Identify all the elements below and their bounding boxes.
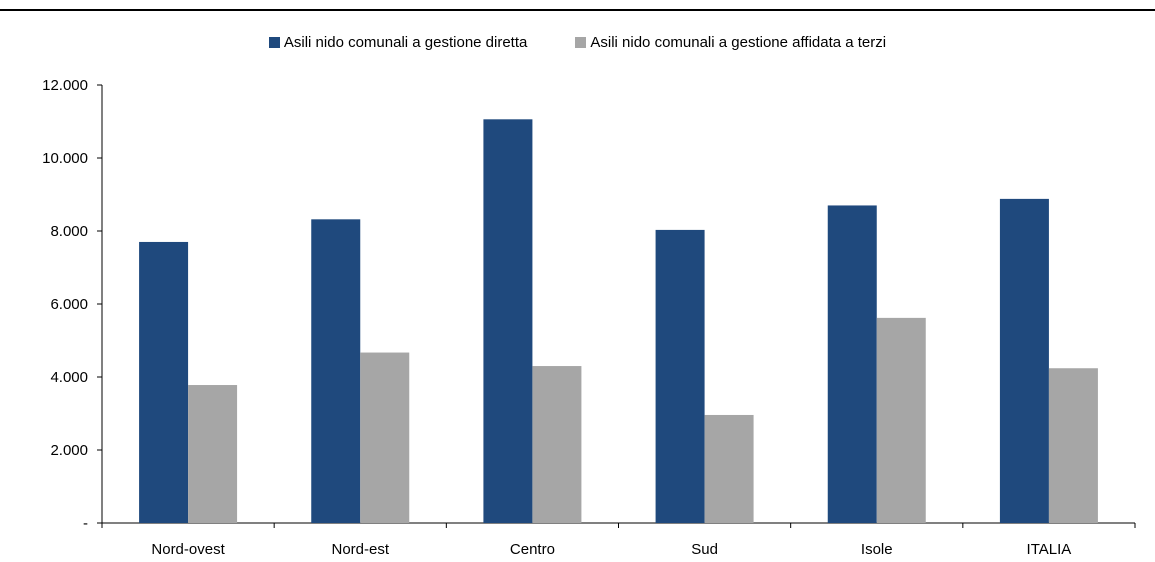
legend-label-series-2: Asili nido comunali a gestione affidata … xyxy=(590,34,887,51)
y-tick-label: 12.000 xyxy=(42,77,88,94)
chart-legend: Asili nido comunali a gestione diretta A… xyxy=(0,34,1155,51)
legend-item-series-2: Asili nido comunali a gestione affidata … xyxy=(575,34,886,51)
x-tick-label: Centro xyxy=(510,541,555,558)
legend-swatch-series-1 xyxy=(268,37,280,48)
bar-1-nord-est xyxy=(311,219,361,523)
y-tick-label: 2.000 xyxy=(50,442,88,459)
legend-label-series-1: Asili nido comunali a gestione diretta xyxy=(283,34,528,51)
top-rule xyxy=(0,9,1155,11)
bar-1-centro xyxy=(483,119,533,523)
y-tick-label: 4.000 xyxy=(50,369,88,386)
x-tick-label: Sud xyxy=(691,541,718,558)
bar-1-nord-ovest xyxy=(139,241,189,523)
bar-2-sud xyxy=(704,414,754,523)
bar-2-nord-ovest xyxy=(188,385,238,523)
bar-2-isole xyxy=(876,317,926,523)
axes xyxy=(97,84,1136,528)
x-tick-label: ITALIA xyxy=(1027,541,1072,558)
bar-2-nord-est xyxy=(360,352,410,523)
x-tick-label: Nord-ovest xyxy=(151,541,225,558)
bar-1-sud xyxy=(655,229,705,523)
y-tick-label: 10.000 xyxy=(42,150,88,167)
bar-1-italia xyxy=(999,198,1049,523)
bars xyxy=(139,119,1098,523)
y-tick-label: - xyxy=(83,515,88,532)
legend-item-series-1: Asili nido comunali a gestione diretta xyxy=(268,34,528,51)
bar-2-centro xyxy=(532,366,582,523)
x-tick-label: Isole xyxy=(861,541,893,558)
y-tick-label: 6.000 xyxy=(50,296,88,313)
bar-2-italia xyxy=(1048,368,1098,523)
x-tick-label: Nord-est xyxy=(331,541,389,558)
legend-swatch-series-2 xyxy=(575,37,587,48)
y-tick-label: 8.000 xyxy=(50,223,88,240)
tick-labels: - 2.000 4.000 6.000 8.000 10.000 12.000 Nord-ov… xyxy=(42,77,1071,558)
bar-1-isole xyxy=(827,205,877,523)
